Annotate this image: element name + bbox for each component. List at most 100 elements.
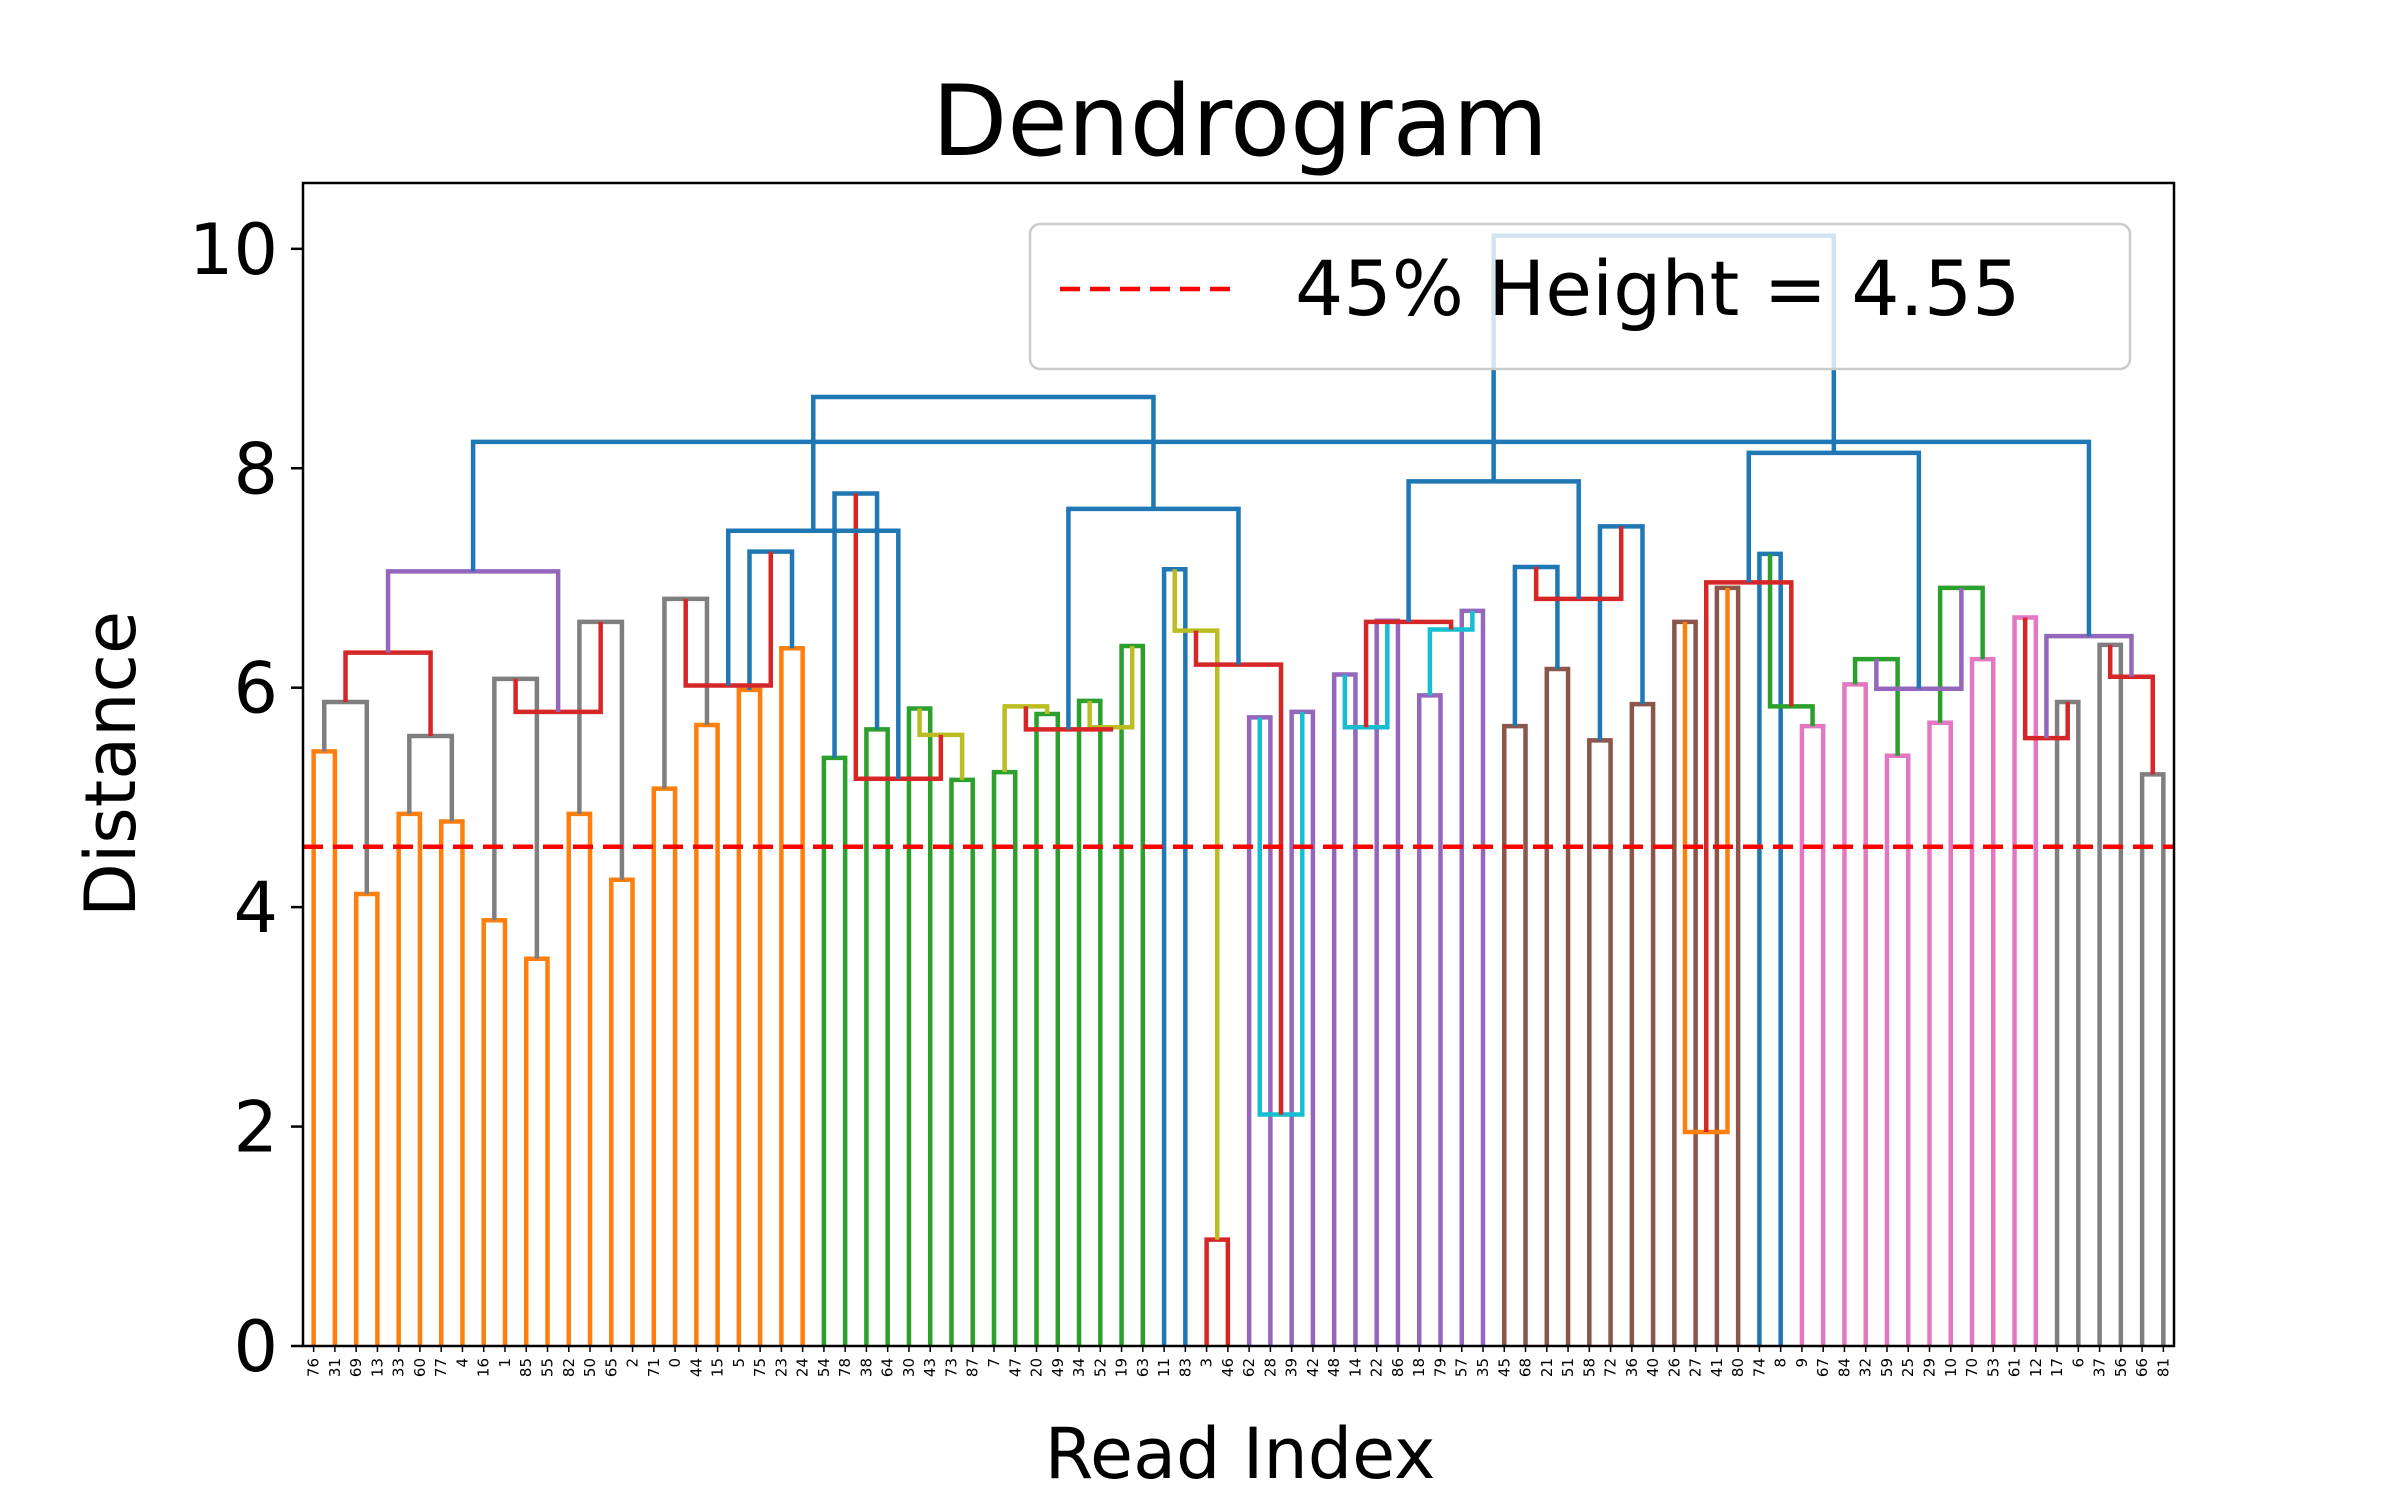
- x-tick-label: 6: [2069, 1358, 2087, 1368]
- x-tick-label: 75: [751, 1358, 769, 1377]
- dendrogram-link: [1034, 711, 1061, 1346]
- legend-label: 45% Height = 4.55: [1295, 244, 2021, 333]
- x-tick-label: 65: [602, 1358, 620, 1377]
- dendrogram-link: [694, 722, 720, 1346]
- x-tick-label: 21: [1538, 1358, 1556, 1377]
- x-tick-label: 43: [921, 1358, 939, 1377]
- x-tick-label: 49: [1049, 1358, 1067, 1377]
- x-tick-label: 76: [305, 1358, 323, 1377]
- dendrogram-link: [1161, 566, 1188, 1346]
- x-tick-label: 30: [900, 1358, 918, 1377]
- dendrogram-link: [1704, 580, 1794, 1133]
- dendrogram-link: [470, 439, 2092, 637]
- x-tick-label: 13: [368, 1358, 386, 1377]
- x-tick-label: 71: [645, 1358, 663, 1377]
- x-tick-label: 25: [1899, 1358, 1917, 1377]
- x-tick-label: 46: [1219, 1358, 1237, 1377]
- dendrogram-link: [1363, 619, 1454, 728]
- dendrogram-link: [513, 621, 603, 715]
- x-tick-label: 18: [1410, 1358, 1428, 1377]
- dendrogram-link: [407, 733, 455, 822]
- dendrogram-link: [311, 749, 338, 1346]
- dendrogram-link: [1257, 711, 1305, 1117]
- x-tick-label: 78: [836, 1358, 854, 1377]
- x-tick-label: 23: [772, 1358, 790, 1377]
- x-axis-ticks: 76 31 69 13 33 60 77 4 16 1 85 55 82 50 65 2 71 0 44 15 5 75 2…: [305, 1346, 2172, 1377]
- dendrogram-link: [832, 491, 880, 758]
- x-tick-label: 26: [1665, 1358, 1683, 1377]
- dendrogram-link: [1066, 506, 1241, 730]
- x-tick-label: 74: [1750, 1358, 1768, 1377]
- dendrogram-link: [1023, 706, 1114, 732]
- x-tick-label: 68: [1517, 1358, 1535, 1377]
- x-tick-label: 85: [517, 1358, 535, 1377]
- dendrogram-link: [1087, 646, 1135, 730]
- x-tick-label: 35: [1474, 1358, 1492, 1377]
- x-tick-label: 62: [1240, 1358, 1258, 1377]
- x-tick-label: 3: [1198, 1358, 1216, 1368]
- dendrogram-link: [1969, 656, 1996, 1346]
- x-tick-label: 50: [581, 1358, 599, 1377]
- x-tick-label: 36: [1623, 1358, 1641, 1377]
- dendrogram-link: [2054, 699, 2081, 1346]
- x-tick-label: 63: [1134, 1358, 1152, 1377]
- dendrogram-link: [2139, 772, 2166, 1346]
- x-tick-label: 41: [1708, 1358, 1726, 1377]
- x-tick-label: 37: [2091, 1358, 2109, 1377]
- plot-frame: [301, 181, 2176, 1348]
- x-tick-label: 45: [1495, 1358, 1513, 1377]
- x-tick-label: 57: [1453, 1358, 1471, 1377]
- dendrogram-link: [1629, 701, 1656, 1346]
- dendrogram-link: [343, 650, 433, 736]
- x-tick-label: 2: [624, 1358, 642, 1368]
- dendrogram-link: [917, 708, 965, 780]
- x-tick-label: 31: [326, 1358, 344, 1377]
- dendrogram-link: [779, 645, 805, 1346]
- x-tick-label: 56: [2112, 1358, 2130, 1377]
- x-tick-label: 53: [1984, 1358, 2002, 1377]
- x-tick-label: 48: [1325, 1358, 1343, 1377]
- x-tick-label: 15: [709, 1358, 727, 1377]
- y-tick-label: 2: [233, 1087, 278, 1169]
- dendrogram-link: [1597, 524, 1645, 741]
- dendrogram-link: [1799, 723, 1826, 1346]
- x-tick-label: 51: [1559, 1358, 1577, 1377]
- dendrogram-link: [662, 596, 710, 789]
- dendrogram-link: [811, 394, 1156, 531]
- dendrogram-link: [1502, 723, 1528, 1346]
- x-tick-label: 66: [2133, 1358, 2151, 1377]
- dendrogram-link: [991, 769, 1018, 1346]
- x-tick-label: 82: [560, 1358, 578, 1377]
- dendrogram-link: [1416, 693, 1443, 1346]
- x-tick-label: 40: [1644, 1358, 1662, 1377]
- x-tick-label: 47: [1006, 1358, 1024, 1377]
- dendrogram-link: [1374, 618, 1401, 1346]
- x-tick-label: 10: [1942, 1358, 1960, 1377]
- x-tick-label: 16: [475, 1358, 493, 1377]
- x-tick-label: 72: [1602, 1358, 1620, 1377]
- dendrogram-link: [949, 777, 975, 1346]
- x-tick-label: 69: [347, 1358, 365, 1377]
- x-tick-label: 80: [1729, 1358, 1747, 1377]
- x-tick-label: 32: [1857, 1358, 1875, 1377]
- x-tick-label: 4: [453, 1358, 471, 1368]
- x-axis-label: Read Index: [1045, 1413, 1436, 1495]
- dendrogram-link: [1512, 564, 1560, 727]
- x-tick-label: 84: [1835, 1358, 1853, 1377]
- x-tick-label: 17: [2048, 1358, 2066, 1377]
- x-tick-label: 22: [1368, 1358, 1386, 1377]
- legend-box: [1028, 222, 2132, 371]
- x-tick-label: 11: [1155, 1358, 1173, 1377]
- dendrogram-link: [1331, 672, 1358, 1346]
- x-tick-label: 33: [390, 1358, 408, 1377]
- dendrogram-link: [683, 551, 773, 688]
- x-tick-label: 44: [687, 1358, 705, 1377]
- y-axis-ticks: 0 2 4 6 8 10: [189, 209, 303, 1388]
- dendrogram-link: [747, 549, 795, 690]
- dendrogram-link: [385, 569, 561, 712]
- dendrogram-link: [1884, 753, 1911, 1346]
- dendrogram-link: [1459, 608, 1486, 1346]
- dendrogram-link: [906, 706, 933, 1346]
- dendrogram-link: [1927, 720, 1954, 1346]
